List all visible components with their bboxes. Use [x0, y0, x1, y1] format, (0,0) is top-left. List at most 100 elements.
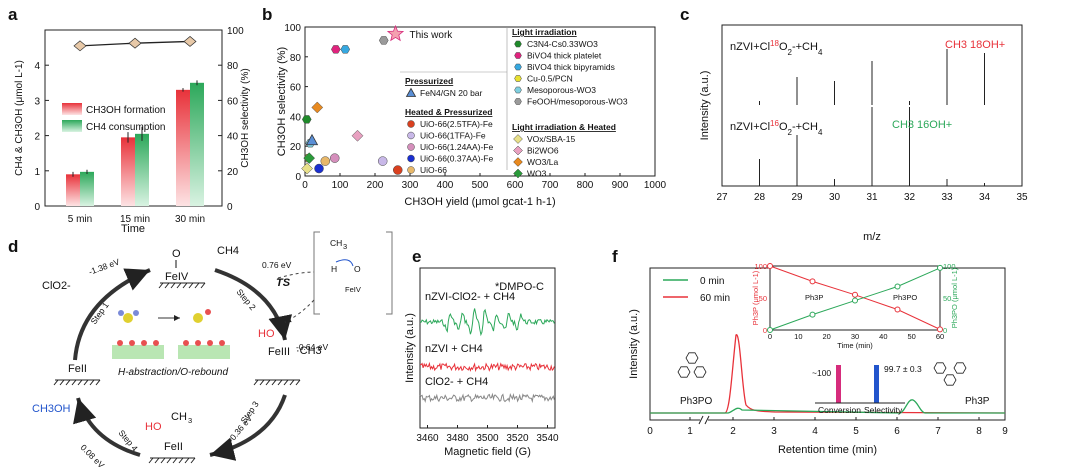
x-tick-label: 0: [647, 426, 653, 437]
energy-1: -1.38 eV: [87, 256, 121, 276]
legend-ch4: CH4 consumption: [86, 122, 165, 133]
inset-y2-tick: 100: [943, 262, 956, 271]
legend-item: C3N4-Cs0.33WO3: [527, 39, 598, 49]
fe-iv-top: FeIV: [165, 271, 189, 283]
x-tick-label: 800: [577, 180, 594, 191]
legend-marker: [513, 134, 523, 144]
surface-hatch-top: [158, 282, 206, 289]
data-point: [340, 45, 351, 54]
ho-ch3-bottom: HO: [145, 421, 162, 433]
x-tick-label: 30 min: [175, 214, 205, 225]
y-tick-label: 1: [34, 167, 40, 178]
data-point: [331, 45, 341, 54]
ch3-bottom: CH: [171, 411, 187, 423]
x-tick-label: 500: [472, 180, 489, 191]
bar-selectivity: [874, 365, 879, 403]
y-axis-label: CH3OH selectivity (%): [276, 47, 288, 156]
panel-label-a: a: [8, 5, 18, 24]
legend-0min: 0 min: [700, 276, 724, 287]
selectivity-point: [73, 40, 87, 52]
phenyl-ring: [943, 374, 957, 386]
x-tick-label: 900: [612, 180, 629, 191]
this-work-star: [386, 24, 405, 42]
data-point: [301, 115, 312, 124]
legend-item: Mesoporous-WO3: [527, 85, 596, 95]
x-axis-label: CH3OH yield (μmol gcat-1 h-1): [404, 196, 555, 208]
legend-swatch-ch4: [62, 120, 82, 132]
inset-x-tick: 50: [907, 332, 915, 341]
ch3oh-product: CH3OH: [32, 403, 71, 415]
x-tick-label: 2: [730, 426, 736, 437]
ts-arrow-in: [277, 271, 315, 279]
bar-ch4: [190, 82, 204, 206]
legend-marker: [407, 131, 415, 140]
surface-hatch-left: [53, 379, 101, 386]
x-tick-label: 1: [687, 426, 693, 437]
data-point: [330, 153, 340, 163]
phenyl-ring: [693, 366, 707, 378]
y-tick-label: 80: [290, 53, 302, 64]
x-tick-label: 0: [302, 180, 308, 191]
x-tick-label: 9: [1002, 426, 1008, 437]
axis-break-mark: [698, 415, 704, 425]
ts-o: O: [354, 264, 361, 274]
legend-marker: [514, 75, 522, 82]
y-tick-label: 20: [290, 142, 302, 153]
inset-legend-ph3po: Ph3PO: [893, 293, 917, 302]
legend-item: BiVO4 thick bipyramids: [527, 62, 615, 72]
inset-y2-tick: 50: [943, 294, 951, 303]
bar-ch4: [135, 133, 149, 206]
x-tick-label: 33: [941, 192, 953, 203]
selectivity-value: 99.7 ± 0.3: [884, 364, 922, 374]
data-point: [320, 156, 331, 166]
inset-legend-ph3p: Ph3P: [805, 293, 823, 302]
cycle-arrow-step1: [73, 268, 151, 361]
inset-y2-label: Ph3PO (μmol L-1): [950, 267, 959, 328]
legend-marker: [514, 40, 522, 48]
y-axis-label: Intensity (a.u.): [699, 71, 711, 141]
legend-60min: 60 min: [700, 293, 730, 304]
x-tick-label: 3520: [506, 433, 529, 444]
legend-item: BiVO4 thick platelet: [527, 51, 602, 61]
inset-ph3p-point: [894, 306, 901, 313]
inset-y-label: Ph3P (μmol L-1): [751, 270, 760, 325]
phenyl-ring: [677, 366, 691, 378]
epr-series-line: [419, 361, 555, 373]
legend-group-title: Light irradiation: [512, 27, 577, 37]
legend-item: WO3: [527, 169, 547, 179]
legend-marker: [407, 120, 415, 128]
inset-ph3p-point: [767, 263, 773, 269]
x-tick-label: 34: [979, 192, 991, 203]
x-tick-label: 400: [437, 180, 454, 191]
legend-item: UiO-66(1.24AA)-Fe: [420, 142, 493, 152]
ts-box: [313, 231, 393, 315]
x-tick-label: 3540: [536, 433, 559, 444]
y-tick-label: 60: [290, 83, 302, 94]
data-point: [378, 36, 389, 45]
legend-item: UiO-66(1TFA)-Fe: [420, 131, 486, 141]
ho-label: HO: [258, 328, 275, 340]
x-tick-label: 700: [542, 180, 559, 191]
peak-label-ph3po: Ph3PO: [680, 396, 712, 407]
x-tick-label: 29: [791, 192, 803, 203]
legend-group-title: Light irradiation & Heated: [512, 122, 616, 132]
legend-item: WO3/La: [527, 157, 558, 167]
fe-ii-bottom: FeII: [164, 441, 183, 453]
y-tick-label: 100: [284, 23, 301, 34]
selectivity-point: [128, 37, 142, 49]
x-tick-label: 3500: [476, 433, 499, 444]
fe-iv-top-o: O: [172, 248, 181, 260]
y2-axis-label: CH3OH selectivity (%): [240, 68, 251, 167]
panel-f-chart: 0 1 2 3 4 5 6 7 8 9 0 min 60 min Ph3PO Ph3P ~100 99.7 ±…: [628, 262, 1008, 456]
epr-series-line: [419, 308, 555, 337]
x-tick-label: 30: [829, 192, 841, 203]
inset-x-tick: 20: [822, 332, 830, 341]
legend-item: UiO-66(0.37AA)-Fe: [420, 154, 493, 164]
inset-ph3p-point: [852, 291, 858, 298]
legend-marker: [514, 86, 522, 94]
surface-hatch-right: [253, 379, 301, 386]
x-tick-label: 27: [716, 192, 728, 203]
y-tick-label: 4: [34, 61, 40, 72]
data-point: [351, 129, 364, 142]
